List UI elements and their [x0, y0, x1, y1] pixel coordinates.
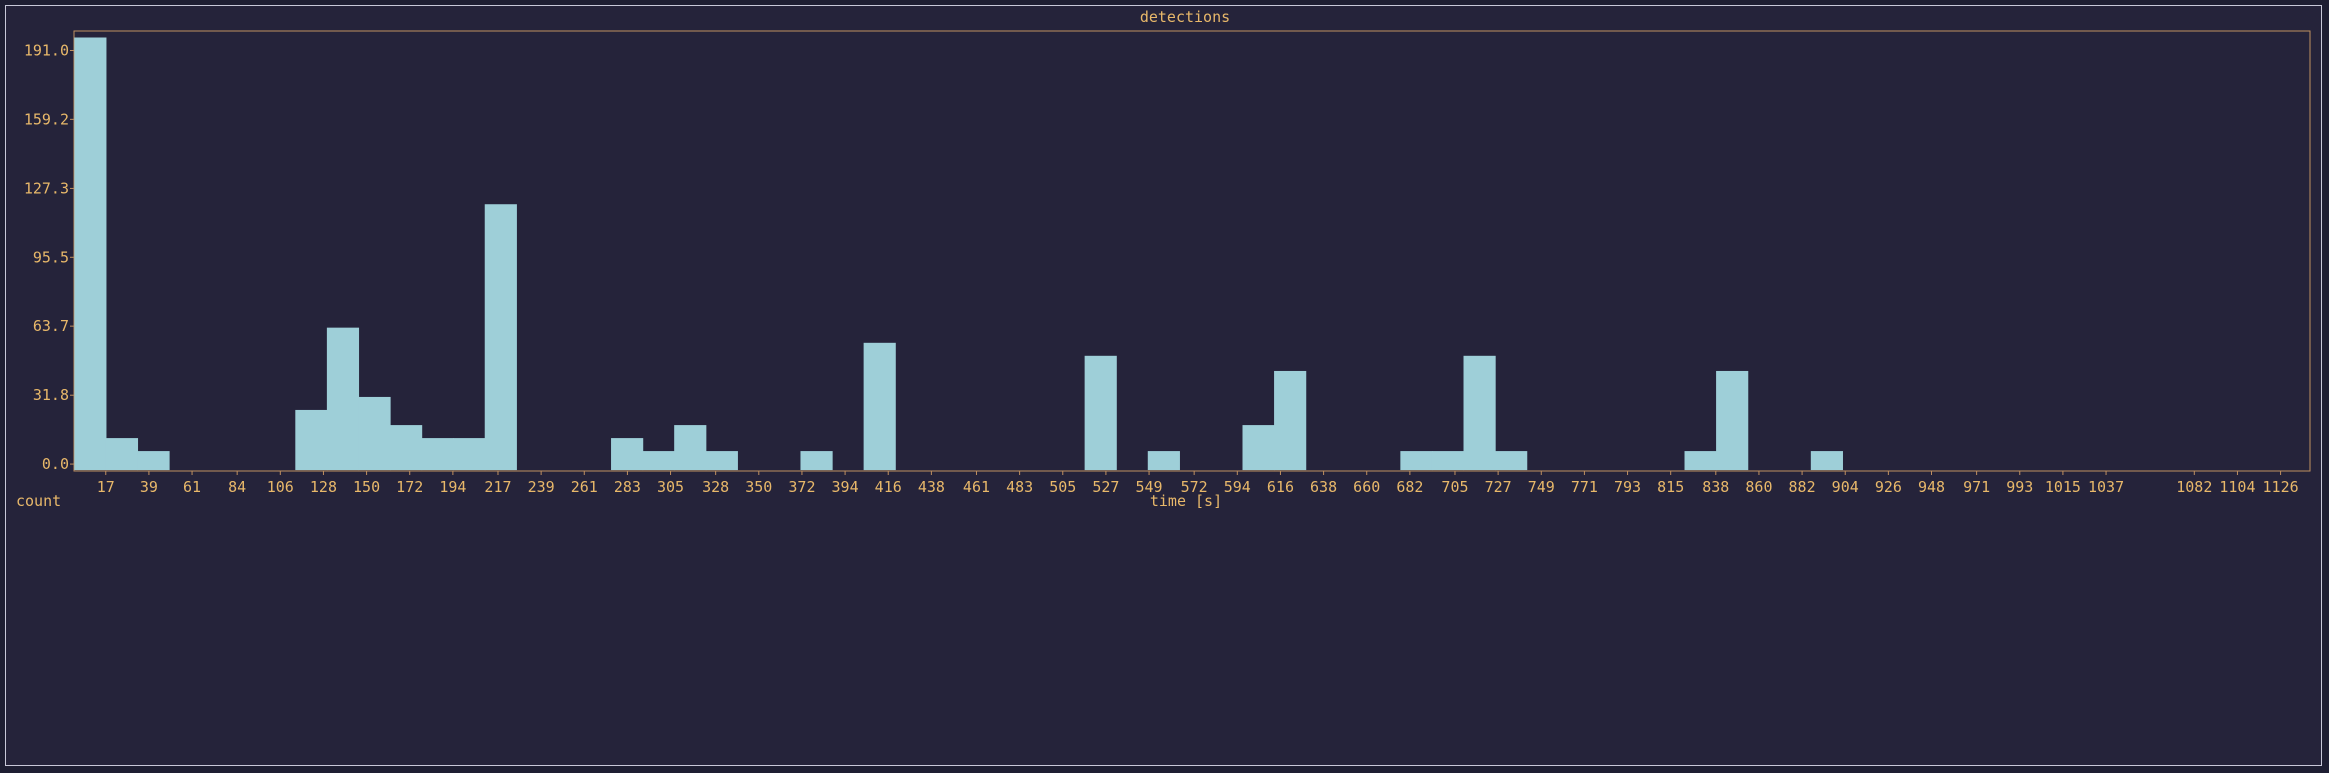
x-tick-label: 194 [439, 478, 466, 496]
histogram-bar [1242, 425, 1275, 471]
x-tick-label: 682 [1396, 478, 1423, 496]
x-tick-label: 749 [1528, 478, 1555, 496]
x-tick-label: 705 [1441, 478, 1468, 496]
x-tick-label: 527 [1092, 478, 1119, 496]
histogram-bar [863, 342, 896, 471]
x-tick-label: 860 [1745, 478, 1772, 496]
y-tick-label: 0.0 [42, 455, 69, 473]
x-tick-label: 305 [657, 478, 684, 496]
x-tick-label: 1082 [2176, 478, 2212, 496]
x-tick-label: 283 [614, 478, 641, 496]
x-tick-label: 350 [745, 478, 772, 496]
x-tick-label: 394 [832, 478, 859, 496]
x-tick-label: 793 [1614, 478, 1641, 496]
histogram-bar [390, 425, 423, 471]
histogram-bar [1463, 355, 1496, 471]
x-tick-label: 261 [571, 478, 598, 496]
x-axis-label: time [s] [1150, 492, 1222, 510]
x-tick-label: 461 [963, 478, 990, 496]
x-tick-label: 84 [228, 478, 246, 496]
x-tick-label: 549 [1136, 478, 1163, 496]
x-tick-label: 128 [310, 478, 337, 496]
histogram-bar [1147, 451, 1180, 471]
histogram-bar [705, 451, 738, 471]
histogram-bar [295, 409, 328, 471]
histogram-bar [105, 438, 139, 471]
y-tick-label: 127.3 [24, 179, 69, 197]
x-tick-label: 416 [875, 478, 902, 496]
x-tick-label: 838 [1702, 478, 1729, 496]
x-tick-label: 904 [1832, 478, 1859, 496]
x-tick-label: 815 [1657, 478, 1684, 496]
x-tick-label: 1104 [2219, 478, 2255, 496]
y-tick-label: 159.2 [24, 110, 69, 128]
x-tick-label: 572 [1181, 478, 1208, 496]
x-tick-label: 239 [528, 478, 555, 496]
histogram-bar [674, 425, 707, 471]
x-tick-label: 616 [1267, 478, 1294, 496]
histogram-bar [74, 37, 107, 471]
y-tick-label: 191.0 [24, 41, 69, 59]
histogram-bar [1400, 451, 1433, 471]
histogram-bar [1716, 370, 1749, 471]
x-tick-label: 1037 [2088, 478, 2124, 496]
chart-title: detections [1140, 8, 1230, 26]
x-tick-label: 17 [97, 478, 115, 496]
chart-frame: detections 0.0 31.8 63.7 95.5 127.3 159.2 191.… [5, 5, 2322, 766]
x-tick-label: 39 [140, 478, 158, 496]
y-tick-label: 95.5 [33, 248, 69, 266]
x-tick-label: 217 [484, 478, 511, 496]
x-tick-label: 1015 [2045, 478, 2081, 496]
x-tick-label: 727 [1485, 478, 1512, 496]
x-tick-label: 172 [396, 478, 423, 496]
x-tick-label: 638 [1310, 478, 1337, 496]
histogram-bar [1084, 355, 1117, 471]
plot-area [73, 30, 2311, 472]
histogram-bar [1810, 451, 1843, 471]
x-tick-label: 993 [2006, 478, 2033, 496]
x-tick-label: 150 [353, 478, 380, 496]
chart: detections 0.0 31.8 63.7 95.5 127.3 159.2 191.… [16, 8, 2311, 510]
histogram-bar [1431, 451, 1465, 471]
x-tick-label: 1126 [2263, 478, 2299, 496]
y-axis-label: count [16, 492, 61, 510]
x-tick-label: 372 [788, 478, 815, 496]
x-tick-label: 948 [1918, 478, 1945, 496]
histogram-bar [421, 438, 454, 471]
x-tick-label: 660 [1353, 478, 1380, 496]
histogram-bar [1274, 370, 1307, 471]
x-tick-label: 483 [1006, 478, 1033, 496]
x-tick-label: 61 [183, 478, 201, 496]
x-tick-label: 594 [1224, 478, 1251, 496]
y-tick-label: 63.7 [33, 317, 69, 335]
histogram-bar [484, 204, 517, 471]
histogram-bar [800, 451, 833, 471]
histogram-bar [611, 438, 644, 471]
histogram-bar [1684, 451, 1717, 471]
x-tick-label: 882 [1789, 478, 1816, 496]
y-tick-label: 31.8 [33, 386, 69, 404]
histogram-bar [1495, 451, 1528, 471]
histogram-bar [453, 438, 486, 471]
histogram-bar [642, 451, 675, 471]
histogram-bar [358, 396, 391, 471]
x-tick-label: 438 [918, 478, 945, 496]
x-tick-label: 926 [1875, 478, 1902, 496]
x-tick-label: 971 [1963, 478, 1990, 496]
x-tick-label: 328 [702, 478, 729, 496]
histogram-bar [137, 451, 170, 471]
x-tick-label: 771 [1571, 478, 1598, 496]
x-tick-label: 106 [267, 478, 294, 496]
x-tick-label: 505 [1049, 478, 1076, 496]
histogram-bar [326, 327, 360, 471]
